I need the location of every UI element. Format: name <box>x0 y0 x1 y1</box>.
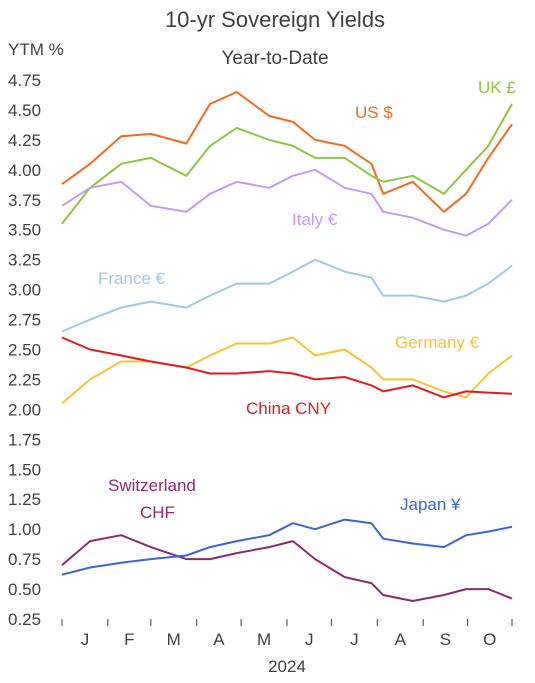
y-tick-label: 1.75 <box>8 430 41 449</box>
x-tick-label: F <box>124 630 134 649</box>
y-tick-label: 3.50 <box>8 221 41 240</box>
y-tick-label: 1.25 <box>8 490 41 509</box>
label-italy: Italy € <box>292 210 338 229</box>
label-china: China CNY <box>246 399 331 418</box>
series-line-switzerland-chf <box>61 534 513 602</box>
chart-title: 10-yr Sovereign Yields <box>165 7 385 32</box>
series-line-france <box>61 258 513 333</box>
x-tick-label: M <box>257 630 271 649</box>
y-tick-label: 4.00 <box>8 161 41 180</box>
y-tick-label: 0.25 <box>8 610 41 629</box>
y-tick-label: 2.50 <box>8 341 41 360</box>
y-tick-label: 3.25 <box>8 251 41 270</box>
x-tick-label: O <box>483 630 496 649</box>
y-tick-label: 2.00 <box>8 400 41 419</box>
y-tick-label: 2.25 <box>8 370 41 389</box>
y-tick-label: 1.00 <box>8 520 41 539</box>
label-japan: Japan ¥ <box>400 495 461 514</box>
series-line-us <box>61 91 513 213</box>
x-tick-label: J <box>305 630 314 649</box>
series-lines <box>61 91 513 602</box>
label-france: France € <box>98 269 166 288</box>
label-us: US $ <box>355 103 393 122</box>
y-tick-label: 4.25 <box>8 131 41 150</box>
y-tick-label: 3.75 <box>8 191 41 210</box>
series-line-china-cny <box>61 336 513 399</box>
y-tick-label: 4.75 <box>8 71 41 90</box>
x-axis-label: 2024 <box>268 657 306 676</box>
y-ticks: 4.75 4.50 4.25 4.00 3.75 3.50 3.25 3.00 2.75 2.50… <box>8 71 41 629</box>
chart-subtitle: Year-to-Date <box>221 48 328 69</box>
x-tick-label: A <box>395 630 407 649</box>
x-tick-label: J <box>81 630 90 649</box>
series-line-uk <box>61 103 513 225</box>
x-tick-label: S <box>440 630 451 649</box>
y-tick-label: 1.50 <box>8 460 41 479</box>
series-line-italy <box>61 168 513 237</box>
y-tick-label: 0.75 <box>8 550 41 569</box>
label-uk: UK £ <box>478 78 516 97</box>
y-tick-label: 4.50 <box>8 101 41 120</box>
x-tick-label: J <box>350 630 359 649</box>
series-line-japan <box>61 518 513 576</box>
label-germany: Germany € <box>395 333 480 352</box>
x-tick-label: A <box>213 630 225 649</box>
x-tick-label: M <box>167 630 181 649</box>
label-switzerland-line1: Switzerland <box>108 476 196 495</box>
y-tick-label: 3.00 <box>8 281 41 300</box>
y-tick-label: 2.75 <box>8 311 41 330</box>
y-axis-label: YTM % <box>8 40 64 59</box>
y-tick-label: 0.50 <box>8 580 41 599</box>
label-switzerland-line2: CHF <box>140 503 175 522</box>
